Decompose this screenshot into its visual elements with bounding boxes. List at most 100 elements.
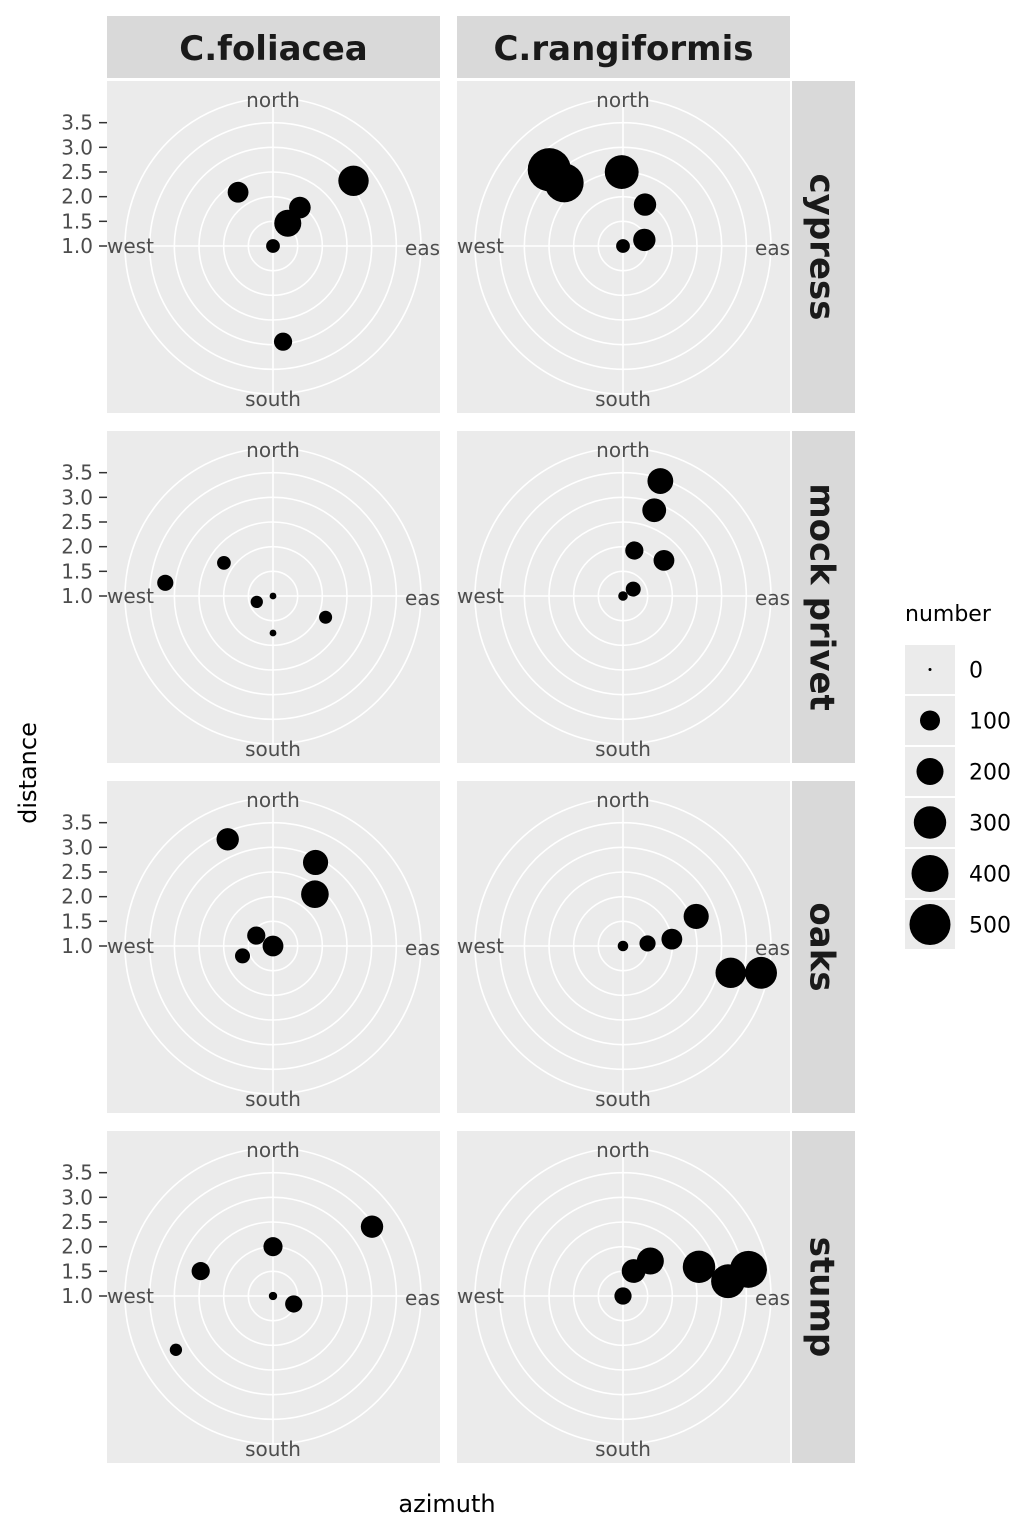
strip-background	[107, 16, 440, 78]
theta-label-east: eas	[405, 586, 440, 610]
theta-label-east: eas	[755, 936, 790, 960]
r-axis: 1.01.52.02.53.03.5	[61, 461, 107, 608]
data-point	[263, 1237, 283, 1257]
legend-title: number	[905, 602, 992, 627]
legend-key-symbol	[909, 904, 951, 945]
r-tick-label: 3.0	[61, 135, 93, 159]
x-axis-label: azimuth	[398, 1490, 495, 1518]
data-point	[157, 574, 174, 591]
theta-label-west: west	[457, 1284, 504, 1308]
data-point	[636, 1247, 664, 1275]
theta-label-north: north	[246, 438, 300, 462]
legend-key-label: 100	[969, 710, 1011, 735]
legend-key-label: 0	[969, 659, 983, 684]
strip-c-foliacea: C.foliacea	[107, 16, 440, 78]
r-tick-label: 1.5	[61, 909, 93, 933]
theta-label-north: north	[596, 1138, 650, 1162]
data-point	[618, 591, 628, 601]
theta-label-north: north	[246, 788, 300, 812]
facet-panels: northeassouthwest1.01.52.02.53.03.5north…	[61, 81, 790, 1463]
legend-key-400: 400	[905, 849, 1011, 898]
theta-label-south: south	[595, 1437, 651, 1461]
points	[216, 828, 329, 964]
panel-grid	[124, 797, 422, 1095]
legend-key-0: 0	[905, 645, 983, 694]
panel-c-rangiformis-oaks: north eas south west	[457, 781, 790, 1113]
points	[527, 148, 657, 253]
data-point	[302, 849, 329, 876]
theta-label-north: north	[596, 788, 650, 812]
r-tick-label: 3.0	[61, 485, 93, 509]
r-tick-label: 3.0	[61, 1185, 93, 1209]
data-point	[527, 148, 571, 192]
theta-label-south: south	[245, 1437, 301, 1461]
data-point	[262, 935, 284, 957]
theta-label-west: west	[457, 934, 504, 958]
data-point	[234, 948, 251, 964]
r-tick-label: 3.5	[61, 461, 93, 485]
r-tick-label: 2.0	[61, 185, 93, 209]
legend-key-symbol	[928, 668, 932, 671]
data-point	[682, 1250, 716, 1284]
strip-label: C.rangiformis	[493, 29, 753, 69]
r-axis: 1.01.52.02.53.03.5	[61, 811, 107, 958]
theta-label-south: south	[595, 1087, 651, 1111]
points	[617, 903, 777, 989]
r-tick-label: 3.0	[61, 835, 93, 859]
r-tick-label: 3.5	[61, 811, 93, 835]
data-point	[319, 610, 333, 624]
theta-label-north: north	[596, 88, 650, 112]
r-tick-label: 2.5	[61, 160, 93, 184]
data-point	[729, 1250, 767, 1288]
data-point	[217, 556, 231, 570]
theta-label-east: eas	[755, 1286, 790, 1310]
strip-label: C.foliacea	[179, 29, 367, 69]
strip-background	[792, 81, 855, 413]
data-point	[169, 1343, 183, 1356]
theta-label-west: west	[107, 934, 154, 958]
panel-c-rangiformis-cypress: north eas south west	[457, 81, 790, 413]
data-point	[614, 1287, 632, 1305]
strip-label: stump	[802, 1237, 842, 1357]
data-point	[661, 928, 683, 950]
data-point	[269, 629, 277, 637]
r-tick-label: 1.5	[61, 209, 93, 233]
data-point	[289, 196, 311, 219]
r-tick-label: 3.5	[61, 111, 93, 135]
strip-background	[792, 781, 855, 1113]
strip-background	[792, 1131, 855, 1463]
data-point	[715, 957, 746, 989]
data-point	[625, 581, 641, 597]
r-tick-label: 2.5	[61, 1210, 93, 1234]
theta-label-east: eas	[755, 236, 790, 260]
strip-label: oaks	[802, 902, 842, 991]
data-point	[647, 468, 674, 494]
r-tick-label: 1.0	[61, 584, 93, 608]
r-tick-label: 2.0	[61, 535, 93, 559]
legend-key-500: 500	[905, 900, 1011, 949]
facet-strips: C.foliacea C.rangiformis cypress mock prive…	[107, 16, 855, 1463]
points	[169, 1215, 384, 1356]
points	[614, 1247, 767, 1305]
r-tick-label: 1.0	[61, 934, 93, 958]
theta-label-south: south	[595, 737, 651, 761]
data-point	[266, 239, 280, 253]
strip-oaks: oaks	[792, 781, 855, 1113]
strip-mock-privet: mock privet	[792, 431, 855, 763]
legend-key-symbol	[920, 710, 940, 731]
data-point	[360, 1215, 384, 1238]
theta-label-north: north	[596, 438, 650, 462]
strip-c-rangiformis: C.rangiformis	[457, 16, 790, 78]
theta-label-east: eas	[405, 236, 440, 260]
panel-grid	[474, 1147, 772, 1445]
data-point	[625, 541, 644, 560]
r-tick-label: 2.5	[61, 510, 93, 534]
data-point	[250, 595, 263, 609]
data-point	[653, 549, 675, 571]
legend-key-100: 100	[905, 696, 1011, 745]
size-legend: number 0 100 200 300 400 500	[905, 602, 1011, 949]
